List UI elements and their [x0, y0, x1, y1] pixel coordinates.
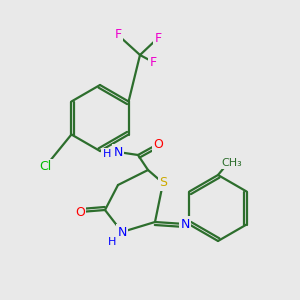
Text: H: H [108, 237, 116, 247]
Text: N: N [117, 226, 127, 238]
Text: Cl: Cl [39, 160, 51, 173]
Text: F: F [154, 32, 162, 44]
Text: F: F [114, 28, 122, 41]
Text: N: N [113, 146, 123, 158]
Text: H: H [103, 149, 111, 159]
Text: CH₃: CH₃ [222, 158, 242, 168]
Text: S: S [159, 176, 167, 190]
Text: F: F [149, 56, 157, 68]
Text: N: N [180, 218, 190, 230]
Text: O: O [153, 137, 163, 151]
Text: O: O [75, 206, 85, 218]
